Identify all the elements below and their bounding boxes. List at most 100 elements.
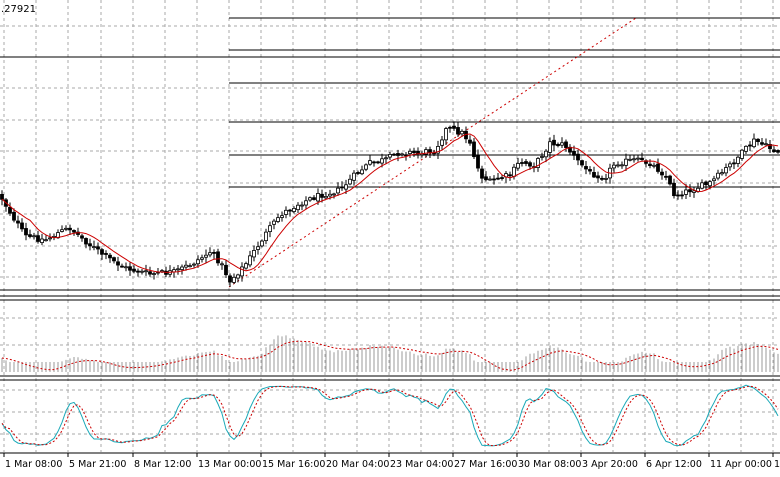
candle-body [708, 181, 712, 187]
horizontal-levels [0, 17, 780, 291]
candle-body [476, 154, 480, 169]
candle-body [64, 227, 68, 230]
candle-body [632, 158, 636, 161]
candle-body [344, 184, 348, 190]
candle-body [612, 164, 616, 169]
candle-body [560, 142, 564, 146]
candle-body [16, 220, 20, 224]
candle-body [692, 190, 696, 193]
candle-body [300, 204, 304, 207]
candle-body [724, 167, 728, 174]
candle-body [364, 164, 368, 170]
candle-body [536, 158, 540, 168]
candle-body [600, 177, 604, 180]
candle-body [32, 235, 36, 238]
candle-body [500, 177, 504, 179]
candle-body [180, 266, 184, 270]
candle-body [212, 251, 216, 254]
candle-body [512, 166, 516, 177]
x-axis-tick-label: 11 Apr 00:00 [710, 459, 772, 470]
candle-body [220, 263, 224, 266]
candle-body [120, 265, 124, 268]
candle-body [28, 234, 32, 237]
candle-body [236, 274, 240, 279]
candle-body [468, 139, 472, 144]
candle-body [24, 228, 28, 236]
candle-body [596, 175, 600, 179]
candle-body [96, 246, 100, 250]
candle-body [488, 178, 492, 181]
candle-body [652, 164, 656, 167]
candle-body [184, 264, 188, 268]
price-readout: .27921 [1, 4, 36, 15]
x-axis-tick-label: 27 Mar 16:00 [454, 459, 517, 470]
candle-body [728, 163, 732, 168]
x-axis-tick-label: 1 Mar 08:00 [5, 459, 62, 470]
x-axis-tick-label: 15 Mar 16:00 [262, 459, 325, 470]
candle-body [132, 268, 136, 272]
x-axis-tick-label: 8 Mar 12:00 [134, 459, 191, 470]
candle-body [328, 193, 332, 197]
candle-body [456, 127, 460, 135]
candle-body [544, 150, 548, 158]
grid [0, 0, 780, 452]
candle-body [12, 211, 16, 221]
x-axis-tick-label: 6 Apr 12:00 [646, 459, 702, 470]
candle-body [140, 270, 144, 273]
candle-body [436, 146, 440, 154]
candle-body [508, 174, 512, 177]
candle-body [580, 160, 584, 166]
candle-body [684, 189, 688, 195]
candle-body [700, 182, 704, 189]
candle-body [712, 178, 716, 182]
trend-line [228, 17, 637, 288]
candle-body [296, 204, 300, 211]
candle-body [760, 142, 764, 145]
candle-body [404, 154, 408, 157]
candles [0, 121, 780, 287]
indicator-2-panel [1, 384, 779, 447]
x-axis-tick-label: 23 Mar 04:00 [390, 459, 453, 470]
candle-body [0, 194, 4, 200]
candle-body [44, 239, 48, 242]
candle-body [128, 266, 132, 271]
candle-body [264, 231, 268, 242]
candle-body [616, 164, 620, 167]
candle-body [332, 193, 336, 196]
candle-body [324, 195, 328, 199]
candle-body [160, 270, 164, 273]
candle-body [480, 168, 484, 179]
candle-body [636, 157, 640, 160]
candle-body [192, 263, 196, 266]
candle-body [244, 263, 248, 269]
candle-body [520, 162, 524, 164]
candle-body [188, 265, 192, 268]
candle-body [380, 158, 384, 164]
x-axis-tick-label: 30 Mar 08:00 [518, 459, 581, 470]
candle-body [176, 268, 180, 271]
candle-body [36, 235, 40, 242]
candle-body [148, 271, 152, 275]
candle-body [40, 238, 44, 243]
candle-body [340, 186, 344, 189]
candle-body [440, 139, 444, 146]
candle-body [84, 238, 88, 245]
candle-body [584, 166, 588, 170]
candle-body [68, 227, 72, 231]
candle-body [112, 257, 116, 262]
candle-body [588, 169, 592, 172]
candle-body [640, 157, 644, 161]
candle-body [492, 178, 496, 181]
candle-body [744, 145, 748, 152]
candle-body [280, 215, 284, 218]
candle-body [268, 225, 272, 233]
candle-body [572, 150, 576, 156]
candle-body [756, 138, 760, 143]
candle-body [448, 126, 452, 129]
candle-body [308, 197, 312, 201]
indicator-1-panel [1, 335, 779, 372]
candle-body [200, 257, 204, 260]
candle-body [196, 259, 200, 265]
candle-body [540, 156, 544, 158]
candle-body [484, 176, 488, 181]
